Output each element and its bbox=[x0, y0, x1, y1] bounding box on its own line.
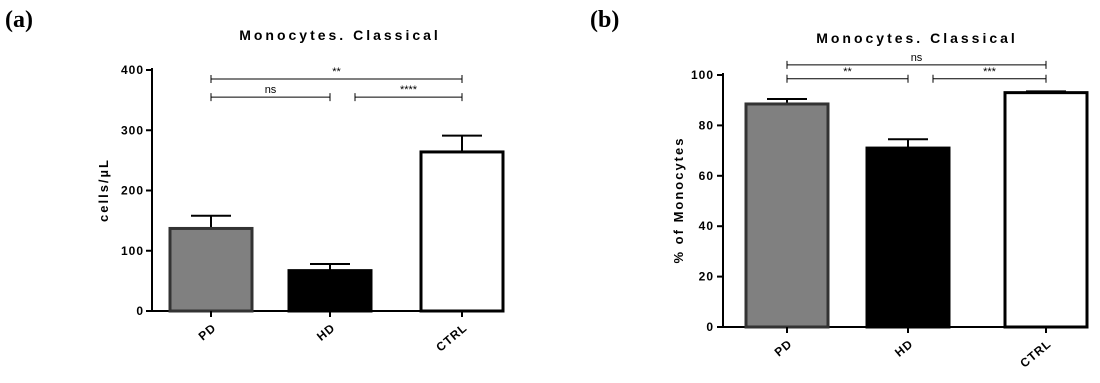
x-tick-label: PD bbox=[196, 321, 219, 344]
significance-label: ns bbox=[265, 84, 277, 96]
panel-label: (b) bbox=[590, 7, 619, 33]
y-axis-label: cells/µL bbox=[96, 158, 111, 222]
x-tick-label: CTRL bbox=[433, 321, 470, 355]
bar-hd bbox=[287, 269, 373, 313]
y-tick-label: 20 bbox=[699, 270, 714, 284]
y-tick-label: 200 bbox=[121, 184, 144, 198]
chart-title: Monocytes. Classical bbox=[816, 30, 1018, 46]
y-tick-label: 60 bbox=[699, 169, 714, 183]
significance-label: *** bbox=[983, 66, 997, 78]
chart-panel-a: (a) Monocytes. Classical cells/µL 0 100 200 30… bbox=[5, 7, 505, 355]
y-tick-label: 400 bbox=[121, 63, 144, 77]
bar-ctrl bbox=[419, 150, 505, 313]
x-tick-label: CTRL bbox=[1017, 337, 1054, 371]
y-tick-label: 300 bbox=[121, 123, 144, 137]
significance-label: ** bbox=[843, 66, 852, 78]
y-tick-label: 100 bbox=[691, 68, 714, 82]
y-axis-label: % of Monocytes bbox=[671, 137, 686, 264]
bar-pd bbox=[744, 102, 830, 329]
significance-label: **** bbox=[400, 84, 418, 96]
x-tick-label: HD bbox=[892, 337, 916, 360]
y-tick-label: 0 bbox=[136, 304, 144, 318]
bar-pd bbox=[168, 226, 254, 313]
significance-label: ns bbox=[911, 52, 923, 64]
x-tick-label: PD bbox=[772, 337, 795, 360]
chart-panel-b: (b) Monocytes. Classical % of Monocytes 0 20… bbox=[590, 7, 1089, 371]
panel-label: (a) bbox=[5, 7, 33, 33]
x-tick-label: HD bbox=[314, 321, 338, 344]
y-tick-label: 40 bbox=[699, 219, 714, 233]
y-tick-label: 0 bbox=[706, 320, 714, 334]
chart-title: Monocytes. Classical bbox=[239, 27, 441, 43]
y-tick-label: 80 bbox=[699, 118, 714, 132]
y-tick-label: 100 bbox=[121, 244, 144, 258]
significance-label: ** bbox=[332, 66, 341, 78]
bar-hd bbox=[865, 146, 951, 329]
bar-ctrl bbox=[1003, 91, 1089, 329]
